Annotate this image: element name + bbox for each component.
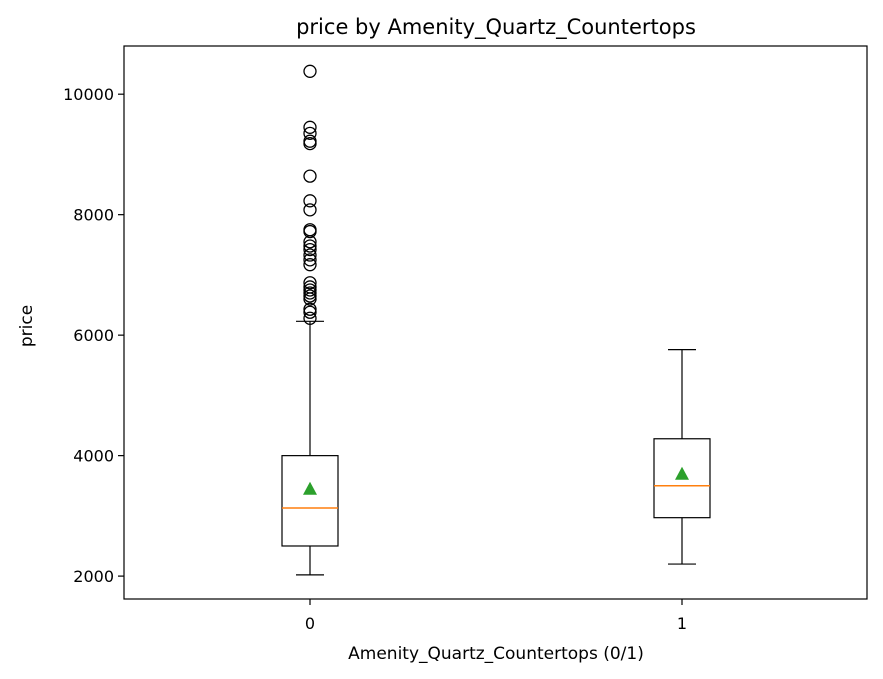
outlier-point xyxy=(303,311,317,325)
y-tick-label: 6000 xyxy=(73,326,114,345)
plot-frame xyxy=(123,45,868,600)
x-tick-label: 0 xyxy=(305,614,315,633)
outlier-point xyxy=(303,126,317,140)
x-axis-label: Amenity_Quartz_Countertops (0/1) xyxy=(348,644,644,664)
outlier-point xyxy=(303,280,317,294)
box-group-0 xyxy=(281,64,339,576)
y-tick-label: 10000 xyxy=(63,85,114,104)
outlier-point xyxy=(303,283,317,297)
box-group-1 xyxy=(653,349,711,565)
outlier-point xyxy=(303,258,317,272)
outlier-point xyxy=(303,203,317,217)
outlier-point xyxy=(303,242,317,257)
mean-marker xyxy=(303,481,317,495)
outlier-point xyxy=(303,169,317,183)
outlier-point xyxy=(303,276,317,290)
outlier-point xyxy=(303,253,317,267)
outlier-point xyxy=(303,134,317,148)
mean-marker xyxy=(675,466,689,480)
outlier-point xyxy=(303,239,317,253)
outlier-point xyxy=(303,305,317,319)
y-tick-label: 2000 xyxy=(73,567,114,586)
y-axis-label: price xyxy=(17,305,37,347)
outlier-point xyxy=(303,194,317,208)
outlier-point xyxy=(303,120,317,134)
chart-title: price by Amenity_Quartz_Countertops xyxy=(296,15,696,40)
y-tick-label: 8000 xyxy=(73,206,114,225)
x-tick-label: 1 xyxy=(677,614,687,633)
plot-area: 2000 4000 6000 8000 10000 0 1 xyxy=(63,64,711,633)
outlier-point xyxy=(303,302,317,316)
outlier-point xyxy=(303,248,317,262)
outlier-point xyxy=(303,223,317,237)
iqr-box xyxy=(281,455,339,547)
outlier-point xyxy=(303,286,317,300)
outlier-point xyxy=(303,289,317,303)
iqr-box xyxy=(653,438,711,519)
outlier-point xyxy=(303,64,317,78)
y-tick-label: 4000 xyxy=(73,447,114,466)
